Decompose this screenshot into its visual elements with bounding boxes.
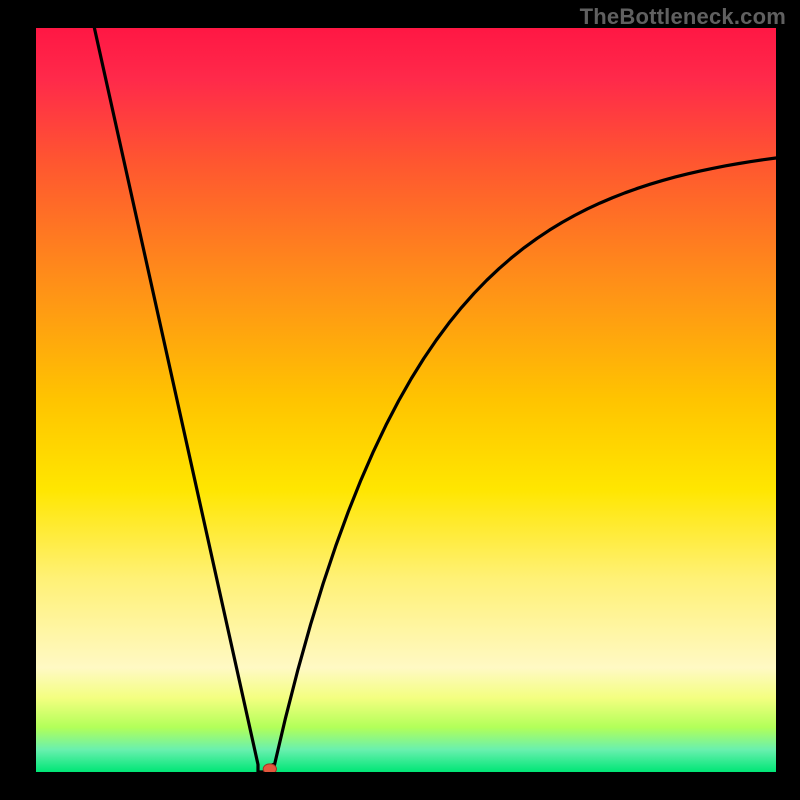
plot-background [36,28,776,772]
plot-svg [36,28,776,772]
minimum-marker [263,764,276,772]
figure-frame: TheBottleneck.com [0,0,800,800]
watermark-text: TheBottleneck.com [580,4,786,30]
